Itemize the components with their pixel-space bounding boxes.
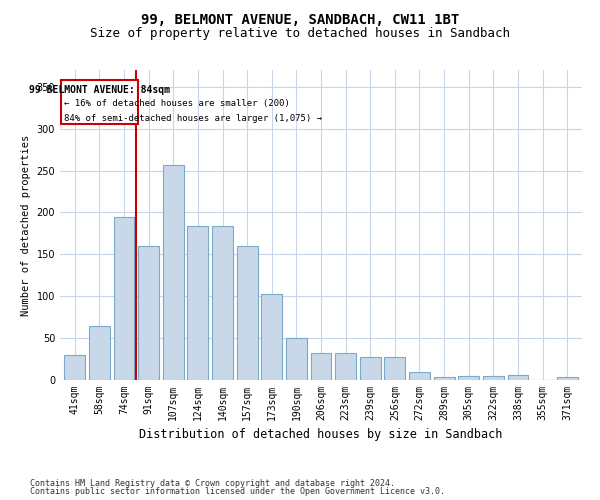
Text: Size of property relative to detached houses in Sandbach: Size of property relative to detached ho… (90, 28, 510, 40)
Bar (483, 376, 504, 380)
Bar (286, 338, 307, 380)
Text: 84% of semi-detached houses are larger (1,075) →: 84% of semi-detached houses are larger (… (64, 114, 322, 124)
Bar (261, 294, 282, 380)
Bar (458, 376, 479, 380)
Text: Contains public sector information licensed under the Open Government Licence v3: Contains public sector information licen… (30, 487, 445, 496)
Bar (434, 378, 455, 380)
Text: ← 16% of detached houses are smaller (200): ← 16% of detached houses are smaller (20… (64, 100, 289, 108)
Bar (311, 353, 331, 380)
Bar (89, 326, 110, 380)
Bar (335, 353, 356, 380)
Bar (409, 372, 430, 380)
Bar (557, 378, 578, 380)
Y-axis label: Number of detached properties: Number of detached properties (21, 134, 31, 316)
Bar (138, 246, 159, 380)
Text: Contains HM Land Registry data © Crown copyright and database right 2024.: Contains HM Land Registry data © Crown c… (30, 478, 395, 488)
Bar (385, 358, 406, 380)
Bar (236, 246, 257, 380)
Bar (187, 226, 208, 380)
FancyBboxPatch shape (61, 80, 137, 124)
Bar (508, 375, 529, 380)
Bar (64, 355, 85, 380)
Bar (163, 164, 184, 380)
Bar (113, 216, 134, 380)
Bar (212, 226, 233, 380)
Text: 99 BELMONT AVENUE: 84sqm: 99 BELMONT AVENUE: 84sqm (29, 85, 170, 95)
X-axis label: Distribution of detached houses by size in Sandbach: Distribution of detached houses by size … (139, 428, 503, 442)
Text: 99, BELMONT AVENUE, SANDBACH, CW11 1BT: 99, BELMONT AVENUE, SANDBACH, CW11 1BT (141, 12, 459, 26)
Bar (360, 358, 381, 380)
